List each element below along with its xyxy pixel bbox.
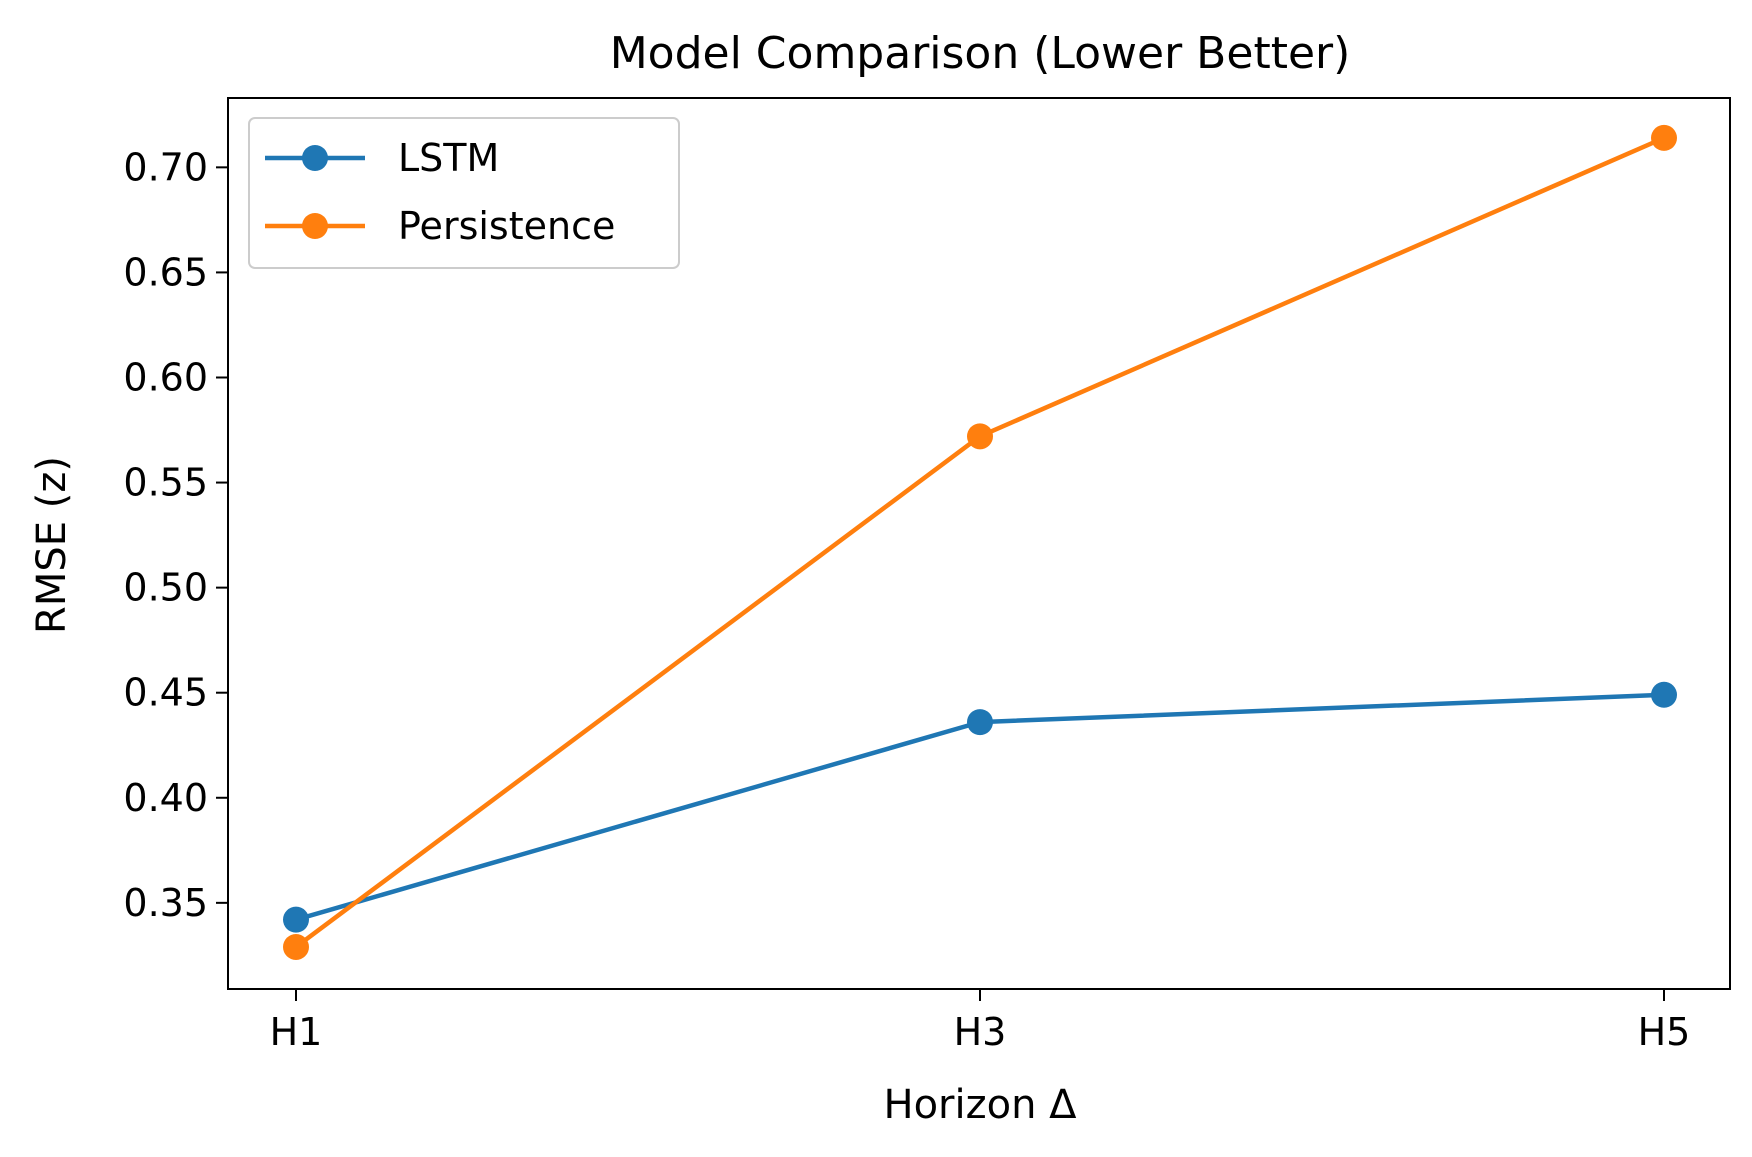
legend: LSTM Persistence [248,117,680,269]
x-tick-label: H3 [954,1010,1007,1054]
chart-title: Model Comparison (Lower Better) [610,28,1351,79]
legend-label-persistence: Persistence [398,204,615,248]
y-tick-label: 0.35 [123,881,208,925]
data-point-lstm [283,906,309,933]
plot-area-frame [227,97,1731,990]
y-axis-label: RMSE (z) [29,456,75,634]
x-tick-label: H1 [270,1010,323,1054]
x-axis: H1 H3 H5 [270,989,1691,1054]
y-tick-label: 0.65 [123,250,208,294]
data-point-persistence [1651,124,1677,151]
series-layer [283,124,1677,960]
y-tick-label: 0.50 [123,566,208,610]
data-point-persistence [967,423,993,450]
x-axis-label: Horizon Δ [883,1082,1077,1128]
y-tick-label: 0.45 [123,671,208,715]
legend-marker-persistence [302,213,328,239]
legend-box [248,117,680,269]
y-tick-label: 0.40 [123,776,208,820]
data-point-lstm [967,709,993,736]
data-point-persistence [283,933,309,960]
legend-label-lstm: LSTM [398,136,499,180]
y-axis: 0.35 0.40 0.45 0.50 0.55 0.60 0.65 0.70 [123,145,228,925]
data-point-lstm [1651,681,1677,708]
y-tick-label: 0.70 [123,145,208,189]
y-tick-label: 0.55 [123,461,208,505]
x-tick-label: H5 [1638,1010,1691,1054]
y-tick-label: 0.60 [123,355,208,399]
legend-marker-lstm [302,145,328,171]
